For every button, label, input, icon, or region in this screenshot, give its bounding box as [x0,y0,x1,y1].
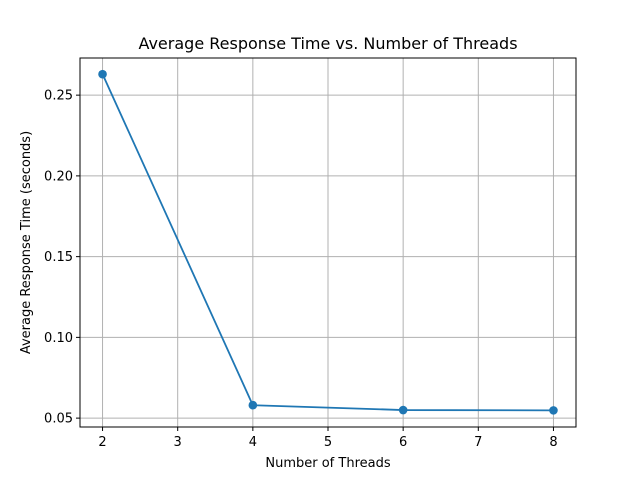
chart-title: Average Response Time vs. Number of Thre… [138,34,517,53]
data-point [98,69,107,79]
x-tick-label: 3 [174,435,182,450]
grid [80,58,576,427]
data-point [549,406,558,415]
x-tick-label: 8 [549,435,557,450]
x-tick-label: 4 [249,435,257,450]
y-axis-label: Average Response Time (seconds) [19,131,34,354]
x-tick-label: 5 [324,435,332,450]
x-tick-label: 6 [399,435,407,450]
data-point [398,405,408,415]
y-tick-label: 0.15 [44,250,73,265]
y-axis-ticks: 0.05 0.10 0.15 0.20 0.25 [44,89,80,427]
x-tick-label: 2 [98,435,106,450]
x-tick-label: 7 [474,435,482,450]
x-axis-ticks: 2 3 4 5 6 7 8 [98,427,558,450]
series-marker-layer [98,69,558,415]
series-line [101,73,554,412]
series-line-layer [101,73,554,412]
x-axis-label: Number of Threads [265,456,390,471]
data-point [248,400,258,410]
y-tick-label: 0.05 [44,412,73,427]
y-tick-label: 0.20 [44,169,73,184]
y-tick-label: 0.10 [44,331,73,346]
y-tick-label: 0.25 [44,89,73,104]
